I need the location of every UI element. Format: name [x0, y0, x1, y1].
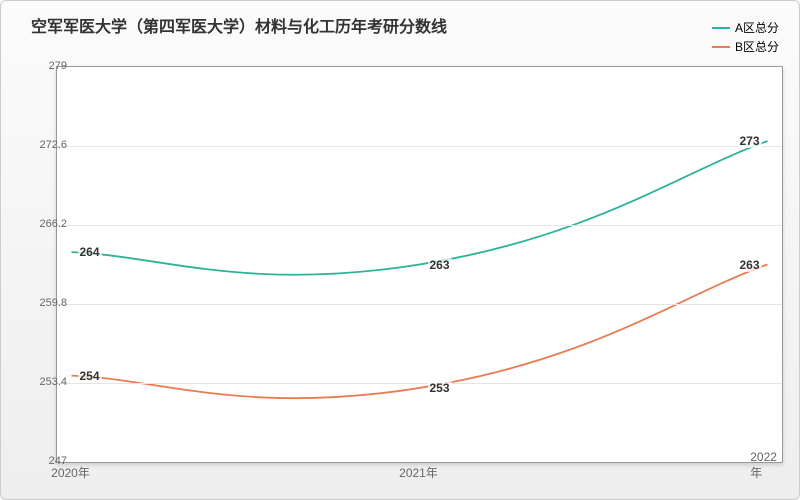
- data-point-label: 264: [78, 245, 102, 259]
- data-point-label: 253: [428, 381, 452, 395]
- grid-line: [57, 146, 782, 147]
- chart-title: 空军军医大学（第四军医大学）材料与化工历年考研分数线: [31, 13, 447, 37]
- data-point-label: 263: [737, 258, 761, 272]
- grid-line: [57, 383, 782, 384]
- legend-item-b: B区总分: [712, 38, 779, 55]
- x-axis-label: 2020年: [51, 464, 90, 481]
- legend-swatch-a: [712, 27, 730, 29]
- data-point-label: 273: [737, 134, 761, 148]
- y-axis-label: 266.2: [39, 218, 67, 230]
- y-axis-label: 259.8: [39, 297, 67, 309]
- legend-swatch-b: [712, 46, 730, 48]
- y-axis-label: 253.4: [39, 376, 67, 388]
- series-line-1: [72, 265, 768, 399]
- data-point-label: 254: [78, 369, 102, 383]
- grid-line: [57, 304, 782, 305]
- legend-label-b: B区总分: [735, 38, 779, 55]
- chart-container: 空军军医大学（第四军医大学）材料与化工历年考研分数线 A区总分 B区总分 264…: [0, 0, 800, 500]
- data-point-label: 263: [428, 258, 452, 272]
- legend: A区总分 B区总分: [712, 19, 779, 57]
- grid-line: [57, 225, 782, 226]
- y-axis-label: 279: [49, 60, 67, 72]
- x-axis-label: 2022年: [750, 450, 783, 481]
- plot-area: 264 263 273 254 253 263: [56, 66, 783, 463]
- series-line-0: [72, 141, 768, 275]
- y-axis-label: 272.6: [39, 139, 67, 151]
- legend-item-a: A区总分: [712, 19, 779, 36]
- legend-label-a: A区总分: [735, 19, 779, 36]
- x-axis-label: 2021年: [399, 464, 438, 481]
- line-svg: [57, 67, 782, 462]
